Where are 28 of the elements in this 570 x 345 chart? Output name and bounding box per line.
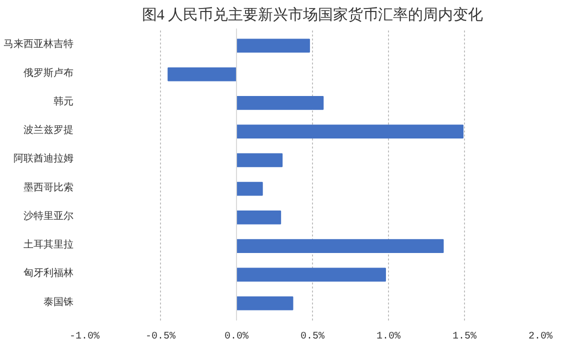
bar [236, 153, 283, 168]
bar [236, 296, 294, 310]
y-tick-label: 波兰兹罗提 [24, 124, 74, 138]
x-tick-label: -1.0% [70, 332, 100, 342]
y-tick-label: 匈牙利福林 [24, 267, 74, 280]
y-tick-label: 俄罗斯卢布 [24, 66, 74, 80]
bar [236, 124, 464, 138]
bar [236, 38, 310, 53]
y-tick-label: 墨西哥比索 [24, 181, 74, 194]
x-tick-label: 0.5% [300, 332, 325, 342]
bar [236, 96, 324, 110]
bar [236, 182, 263, 196]
y-tick-label: 马来西亚林吉特 [4, 38, 74, 52]
bar [236, 210, 282, 224]
y-tick-label: 沙特里亚尔 [24, 210, 74, 223]
x-tick-label: 1.0% [376, 332, 401, 342]
chart-title: 图4 人民币兑主要新兴市场国家货币汇率的周内变化 [142, 6, 484, 24]
bar [236, 239, 444, 254]
y-tick-label: 韩元 [54, 95, 74, 108]
y-tick-label: 阿联酋迪拉姆 [14, 152, 74, 166]
x-tick-label: -0.5% [146, 332, 176, 342]
y-tick-label: 泰国铢 [44, 296, 74, 309]
y-tick-label: 土耳其里拉 [24, 238, 74, 252]
x-tick-label: 1.5% [452, 332, 477, 342]
bar [168, 67, 237, 82]
x-tick-label: 0.0% [224, 332, 249, 342]
x-tick-label: 2.0% [528, 332, 553, 342]
bar [236, 268, 386, 282]
